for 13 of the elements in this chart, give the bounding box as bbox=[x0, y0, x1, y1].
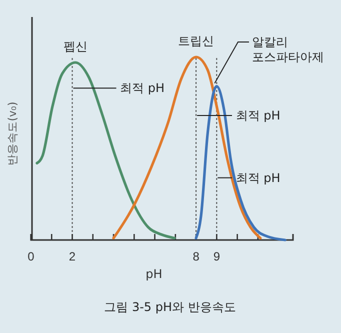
text: 알칼리 포스파타아제 bbox=[252, 35, 324, 64]
series-label: 펩신 bbox=[64, 39, 88, 54]
annotation: 최적 pH bbox=[236, 170, 280, 185]
annotation: 최적 pH bbox=[120, 81, 164, 96]
x-tick-label: 9 bbox=[213, 250, 220, 264]
x-tick-label: 0 bbox=[28, 250, 35, 264]
x-axis-title: pH bbox=[146, 267, 162, 281]
text: 그림 3-5 pH와 반응속도 bbox=[104, 300, 236, 314]
x-tick-label: 8 bbox=[192, 250, 200, 264]
annotation: 최적 pH bbox=[236, 108, 280, 123]
series-label: 트립신 bbox=[178, 34, 214, 48]
y-axis-title: 반응속도(v₀) bbox=[6, 102, 19, 166]
x-tick-label: 2 bbox=[68, 250, 76, 264]
